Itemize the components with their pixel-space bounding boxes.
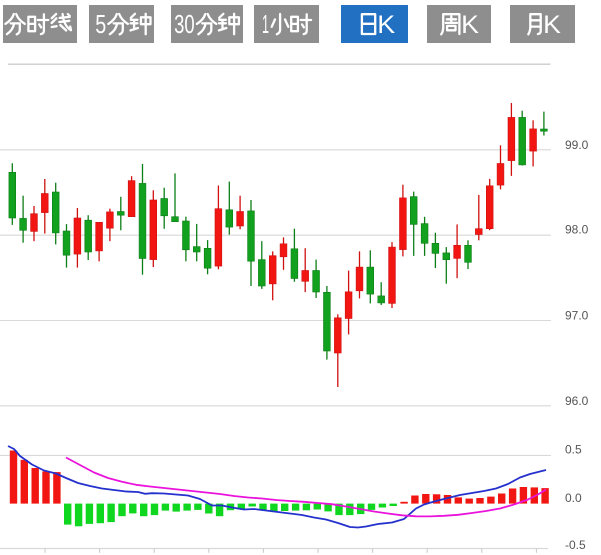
svg-text:-0.5: -0.5: [565, 538, 586, 552]
svg-text:1: 1: [262, 9, 269, 39]
svg-text:99.0: 99.0: [565, 138, 589, 152]
svg-text:30: 30: [174, 9, 195, 39]
svg-text:0.5: 0.5: [565, 443, 582, 457]
svg-text:K: K: [461, 11, 479, 39]
svg-text:K: K: [543, 11, 561, 39]
svg-text:96.0: 96.0: [565, 394, 589, 408]
svg-text:97.0: 97.0: [565, 308, 589, 322]
svg-text:0.0: 0.0: [565, 491, 582, 505]
svg-text:5: 5: [95, 9, 106, 39]
svg-text:98.0: 98.0: [565, 222, 589, 236]
svg-text:K: K: [377, 11, 395, 39]
